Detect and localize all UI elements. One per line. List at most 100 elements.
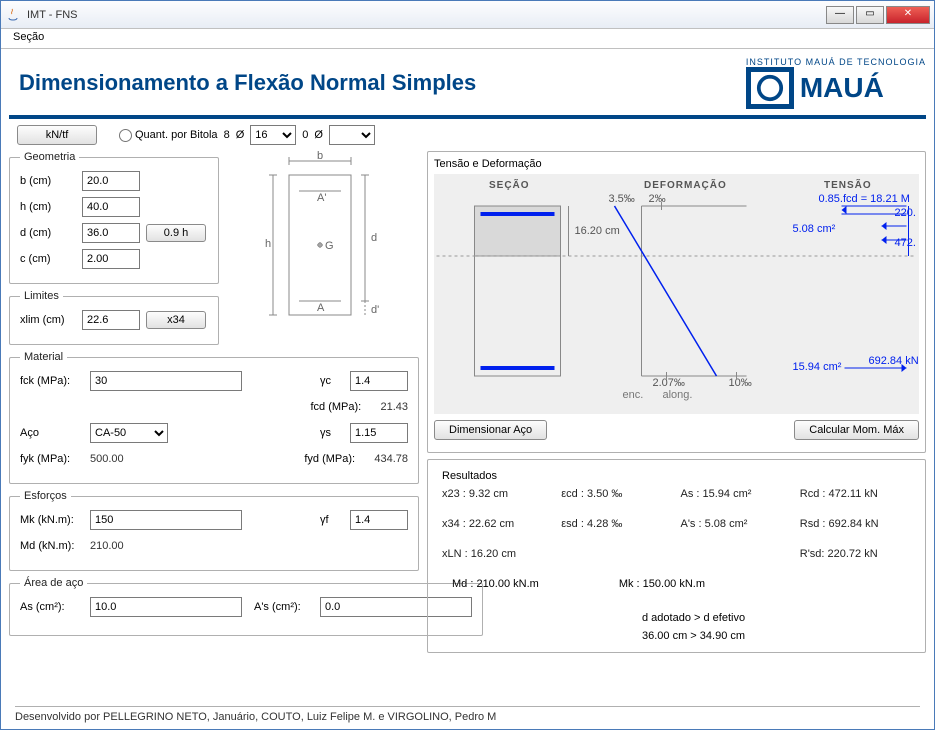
institute-line: INSTITUTO MAUÁ DE TECNOLOGIA <box>746 57 926 67</box>
resultados-fieldset: Resultados x23 : 9.32 cm εcd : 3.50 ‰ As… <box>427 459 926 653</box>
md-value: 210.00 <box>90 540 124 552</box>
asp-label: A's (cm²): <box>254 601 314 613</box>
gs-label: γs <box>320 427 344 439</box>
material-legend: Material <box>20 351 67 363</box>
svg-text:16.20 cm: 16.20 cm <box>575 225 620 237</box>
diam1-select[interactable]: 16 <box>250 125 296 145</box>
res-asp: A's : 5.08 cm² <box>681 518 792 530</box>
titlebar: IMT - FNS — ▭ ✕ <box>1 1 934 29</box>
mk-label: Mk (kN.m): <box>20 514 84 526</box>
quant-bitola-input[interactable] <box>119 129 132 142</box>
gc-label: γc <box>320 375 344 387</box>
fck-input[interactable] <box>90 371 242 391</box>
diag-ap: A' <box>317 192 326 204</box>
cross-section-diagram: b h d d' A' A G <box>229 151 419 321</box>
minimize-button[interactable]: — <box>826 6 854 24</box>
fcd-label: fcd (MPa): <box>310 401 374 413</box>
qty1-label: 8 <box>224 129 230 141</box>
footer-text: Desenvolvido por PELLEGRINO NETO, Január… <box>15 711 496 723</box>
c-input[interactable] <box>82 249 140 269</box>
svg-text:10‰: 10‰ <box>729 377 752 389</box>
close-button[interactable]: ✕ <box>886 6 930 24</box>
diam2-select[interactable] <box>329 125 375 145</box>
xlim-input[interactable] <box>82 310 140 330</box>
c-label: c (cm) <box>20 253 76 265</box>
limites-legend: Limites <box>20 290 63 302</box>
as-input[interactable] <box>90 597 242 617</box>
b-input[interactable] <box>82 171 140 191</box>
resultados-legend: Resultados <box>442 470 497 482</box>
logo-icon <box>746 67 794 109</box>
top-controls: kN/tf Quant. por Bitola 8 Ø 16 0 Ø <box>9 125 926 145</box>
as-label: As (cm²): <box>20 601 84 613</box>
dimensionar-button[interactable]: Dimensionar Aço <box>434 420 547 440</box>
gc-input[interactable] <box>350 371 408 391</box>
aco-select[interactable]: CA-50 <box>90 423 168 443</box>
maximize-button[interactable]: ▭ <box>856 6 884 24</box>
res-x34: x34 : 22.62 cm <box>442 518 553 530</box>
svg-text:3.5‰: 3.5‰ <box>609 193 635 205</box>
fck-label: fck (MPa): <box>20 375 84 387</box>
res-xln: xLN : 16.20 cm <box>442 548 553 560</box>
window-buttons: — ▭ ✕ <box>826 6 930 24</box>
tensao-legend: Tensão e Deformação <box>434 158 542 170</box>
d-label: d (cm) <box>20 227 76 239</box>
res-as: As : 15.94 cm² <box>681 488 792 500</box>
header-row: Dimensionamento a Flexão Normal Simples … <box>9 57 926 119</box>
aco-label: Aço <box>20 427 84 439</box>
h-input[interactable] <box>82 197 140 217</box>
calcular-mom-button[interactable]: Calcular Mom. Máx <box>794 420 919 440</box>
app-window: IMT - FNS — ▭ ✕ Seção Dimensionamento a … <box>0 0 935 730</box>
footer: Desenvolvido por PELLEGRINO NETO, Január… <box>15 706 920 723</box>
qty2-label: 0 <box>302 129 308 141</box>
res-mk: Mk : 150.00 kN.m <box>619 578 705 590</box>
d-09h-button[interactable]: 0.9 h <box>146 224 206 242</box>
res-rsd: Rsd : 692.84 kN <box>800 518 911 530</box>
quant-bitola-radio[interactable]: Quant. por Bitola <box>119 129 218 142</box>
svg-text:0.85.fcd = 18.21 M: 0.85.fcd = 18.21 M <box>819 193 910 205</box>
window-title: IMT - FNS <box>27 9 826 21</box>
area-aco-legend: Área de aço <box>20 577 87 589</box>
units-button[interactable]: kN/tf <box>17 125 97 145</box>
svg-text:692.84 kN: 692.84 kN <box>869 355 919 367</box>
d-input[interactable] <box>82 223 140 243</box>
fcd-value: 21.43 <box>380 401 408 413</box>
quant-bitola-label: Quant. por Bitola <box>135 129 218 141</box>
page-title: Dimensionamento a Flexão Normal Simples <box>9 70 476 96</box>
diam-symbol-1: Ø <box>236 129 245 141</box>
res-esd: εsd : 4.28 ‰ <box>561 518 672 530</box>
menu-secao[interactable]: Seção <box>7 29 50 45</box>
xlim-label: xlim (cm) <box>20 314 76 326</box>
svg-text:15.94 cm²: 15.94 cm² <box>793 361 842 373</box>
java-icon <box>5 7 21 23</box>
esforcos-fieldset: Esforços Mk (kN.m): γf Md (kN.m): 210.00 <box>9 490 419 571</box>
diag-g: G <box>325 240 334 252</box>
tensao-fieldset: Tensão e Deformação SEÇÃO DEFORMAÇÃO TEN… <box>427 151 926 453</box>
material-fieldset: Material fck (MPa): γc fcd (MPa): 21.43 <box>9 351 419 484</box>
gf-input[interactable] <box>350 510 408 530</box>
svg-text:220.: 220. <box>895 207 916 219</box>
res-ecd: εcd : 3.50 ‰ <box>561 488 672 500</box>
md-label: Md (kN.m): <box>20 540 84 552</box>
diag-h: h <box>265 238 271 250</box>
resultados-grid: x23 : 9.32 cm εcd : 3.50 ‰ As : 15.94 cm… <box>442 488 911 560</box>
col-def-title: DEFORMAÇÃO <box>644 180 727 191</box>
fyk-value: 500.00 <box>90 453 124 465</box>
b-label: b (cm) <box>20 175 76 187</box>
gf-label: γf <box>320 514 344 526</box>
col-secao-title: SEÇÃO <box>489 180 530 191</box>
res-rpsd: R'sd: 220.72 kN <box>800 548 911 560</box>
res-md: Md : 210.00 kN.m <box>452 578 539 590</box>
res-check2: 36.00 cm > 34.90 cm <box>642 630 911 642</box>
svg-text:enc.: enc. <box>623 389 644 401</box>
logo-text: MAUÁ <box>800 72 884 104</box>
res-rcd: Rcd : 472.11 kN <box>800 488 911 500</box>
tensao-diagram: SEÇÃO DEFORMAÇÃO TENSÃO 16.20 cm <box>434 174 919 414</box>
mk-input[interactable] <box>90 510 242 530</box>
svg-text:2.07‰: 2.07‰ <box>653 377 685 389</box>
x34-button[interactable]: x34 <box>146 311 206 329</box>
diam-symbol-2: Ø <box>314 129 323 141</box>
svg-text:2‰: 2‰ <box>649 193 666 205</box>
gs-input[interactable] <box>350 423 408 443</box>
diag-a: A <box>317 302 325 314</box>
